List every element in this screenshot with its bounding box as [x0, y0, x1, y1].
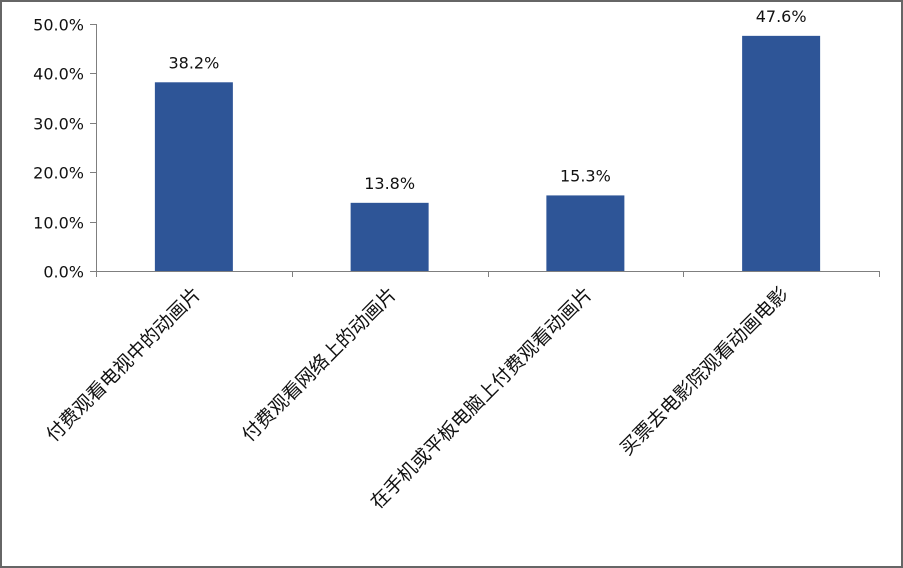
bar [742, 35, 821, 271]
y-tick-label: 30.0% [33, 115, 84, 134]
category-label: 付费观看电视中的动画片 [42, 283, 205, 446]
y-tick-label: 20.0% [33, 164, 84, 183]
category-label: 买票去电影院观看动画电影 [616, 283, 793, 460]
x-axis [96, 271, 880, 277]
data-label: 13.8% [364, 174, 415, 193]
bar [546, 195, 625, 271]
y-tick-label: 10.0% [33, 214, 84, 233]
bars: 38.2% 13.8% 15.3% 47.6% [154, 7, 821, 272]
category-label: 在手机或平板电脑上付费观看动画片 [366, 283, 597, 514]
y-tick-label: 50.0% [33, 16, 84, 35]
bar [350, 202, 429, 271]
y-axis: 0.0% 10.0% 20.0% 30.0% 40.0% 50.0% [33, 16, 97, 282]
y-tick-label: 40.0% [33, 65, 84, 84]
data-label: 47.6% [756, 7, 807, 26]
data-label: 15.3% [560, 166, 611, 185]
bar [154, 82, 233, 272]
data-label: 38.2% [168, 53, 219, 72]
category-label: 付费观看网络上的动画片 [238, 283, 401, 446]
y-tick-label: 0.0% [43, 263, 84, 282]
